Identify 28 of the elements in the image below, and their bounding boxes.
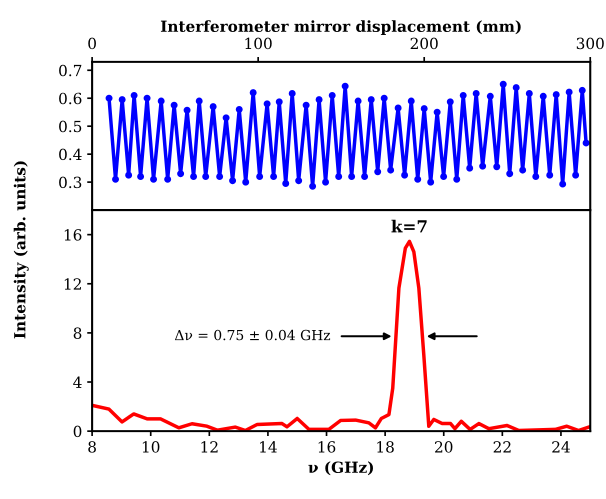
y-tick-label: 0.3 — [59, 176, 82, 188]
y-tick-label: 16 — [64, 229, 82, 241]
y-axis-title: Intensity (arb. units) — [14, 161, 29, 338]
x-axis-title: ν (GHz) — [308, 461, 373, 476]
x-axis-title: Interferometer mirror displacement (mm) — [160, 20, 521, 35]
x-tick-label: 300 — [576, 38, 604, 50]
y-tick-label: 8 — [74, 327, 82, 339]
y-tick-label: 12 — [64, 278, 81, 290]
x-tick-label: 20 — [435, 441, 452, 453]
x-tick-label: 24 — [552, 441, 570, 452]
x-tick-label: 200 — [410, 38, 438, 50]
y-tick-label: 0.7 — [59, 64, 82, 76]
y-tick-label: 4 — [73, 376, 82, 388]
x-tick-label: 0 — [88, 38, 96, 50]
y-tick-label: 0.4 — [59, 148, 82, 160]
annotation: Δν = 0.75 ± 0.04 GHz — [174, 330, 330, 340]
x-tick-label: 14 — [260, 441, 277, 452]
x-tick-label: 100 — [245, 38, 272, 50]
y-tick-label: 0.5 — [59, 120, 82, 132]
annotation: k=7 — [391, 220, 427, 232]
y-tick-label: 0 — [74, 426, 82, 438]
x-tick-label: 8 — [88, 441, 96, 453]
x-tick-label: 22 — [494, 441, 511, 452]
x-tick-label: 10 — [142, 441, 160, 453]
x-tick-label: 12 — [201, 441, 218, 452]
x-tick-label: 18 — [377, 441, 394, 453]
x-tick-label: 16 — [318, 441, 336, 453]
y-tick-label: 0.6 — [59, 92, 82, 104]
